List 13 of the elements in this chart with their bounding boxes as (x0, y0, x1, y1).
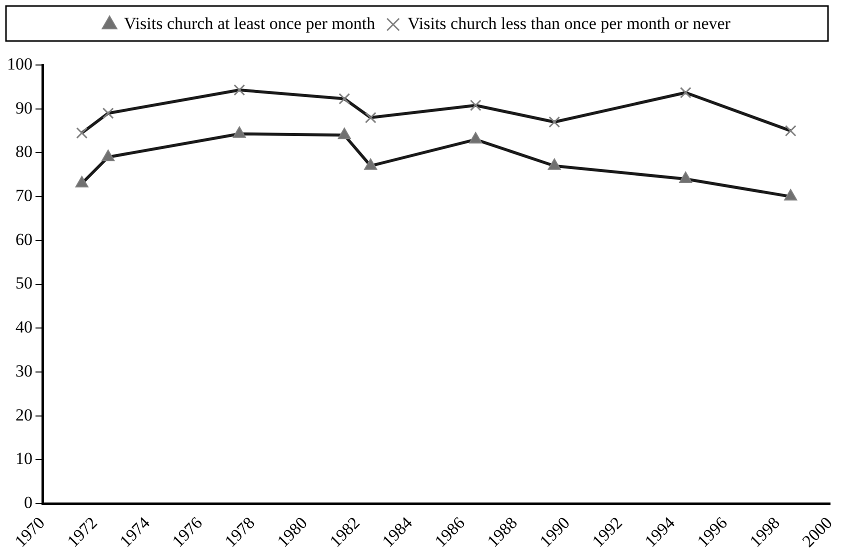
y-tick-label: 90 (16, 98, 32, 118)
y-tick-label: 70 (16, 186, 32, 206)
y-tick-label: 30 (16, 361, 32, 380)
y-tick-label: 60 (16, 230, 32, 249)
y-tick-label: 50 (16, 274, 32, 293)
legend-label: Visits church less than once per month or never (408, 14, 731, 33)
y-tick-label: 100 (7, 54, 32, 74)
legend-label: Visits church at least once per month (124, 14, 376, 33)
y-tick-label: 10 (16, 449, 32, 468)
y-tick-label: 0 (24, 493, 32, 512)
y-tick-label: 40 (16, 318, 32, 337)
y-tick-label: 80 (16, 142, 32, 162)
y-tick-label: 20 (16, 405, 32, 424)
